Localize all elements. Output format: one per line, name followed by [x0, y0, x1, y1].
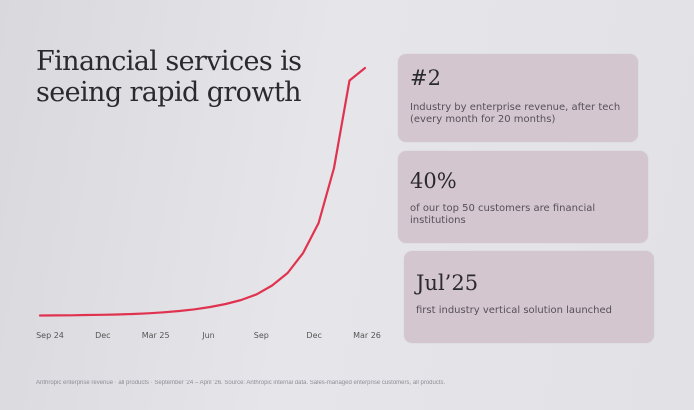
stat-card-launch-caption: first industry vertical solution launche…	[416, 305, 613, 316]
x-tick-label: Dec	[95, 331, 110, 340]
stat-card-launch: Jul’25 first industry vertical solution …	[404, 251, 654, 343]
stat-card-rank-caption: Industry by enterprise revenue, after te…	[410, 102, 621, 125]
stat-card-share: 40% of our top 50 customers are financia…	[398, 151, 648, 243]
stat-card-rank-value: #2	[410, 66, 441, 90]
x-axis-ticks: Sep 24 Dec Mar 25 Jun Sep Dec Mar 26	[36, 331, 381, 340]
stat-card-rank: #2 Industry by enterprise revenue, after…	[398, 54, 638, 142]
stat-card-launch-value: Jul’25	[416, 271, 479, 295]
x-tick-label: Sep 24	[36, 331, 64, 340]
revenue-series-line	[38, 66, 367, 317]
x-tick-label: Sep	[254, 331, 269, 340]
x-tick-label: Jun	[201, 331, 215, 340]
x-tick-label: Mar 25	[142, 331, 170, 340]
stat-card-share-value: 40%	[410, 169, 457, 193]
x-tick-label: Dec	[306, 331, 321, 340]
stat-card-share-caption: of our top 50 customers are financial in…	[410, 203, 596, 226]
slide-title: Financial services is seeing rapid growt…	[36, 46, 302, 108]
footnote: Anthropic enterprise revenue · all produ…	[36, 380, 446, 386]
x-tick-label: Mar 26	[353, 331, 381, 340]
